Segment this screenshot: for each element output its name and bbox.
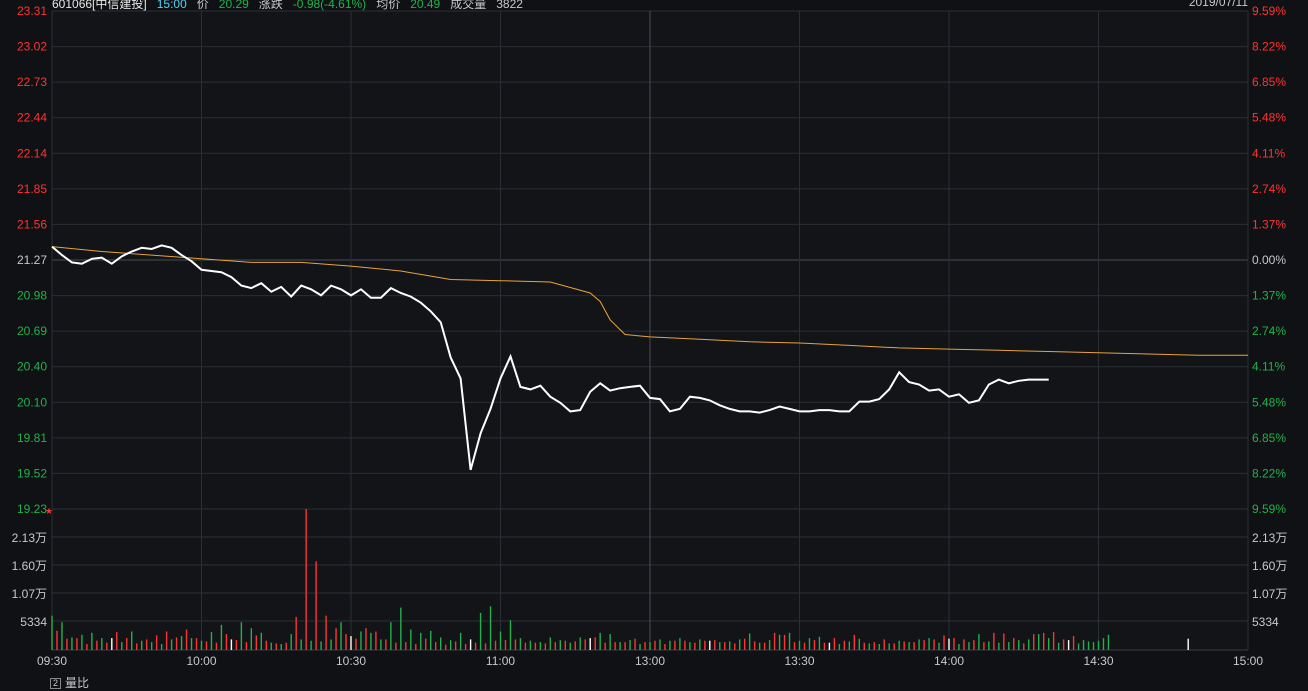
volume-tick-label-right: 5334 [1252,615,1279,629]
price-line [51,244,1049,471]
time-tick-label: 11:00 [486,654,515,668]
change-value: -0.98(-4.61%) [292,0,367,11]
avg-value: 20.49 [410,0,441,11]
percent-tick-label: 5.48% [1252,111,1286,125]
tab-number-icon: 2 [50,678,61,690]
quote-header: 601066[中信建投] 15:00 价 20.29 涨跌 -0.98(-4.61%) 均价… [52,0,533,12]
time-tick-label: 15:00 [1233,654,1263,668]
volume-tick-label-right: 1.07万 [1252,587,1287,601]
volume-axis: 2.13万 2.13万 1.60万 1.60万 1.07万 1.07万 5334 5334 [12,531,1288,629]
time-tick-label: 09:30 [37,654,67,668]
percent-tick-label: 9.59% [1252,4,1286,18]
price-label: 价 [196,0,209,11]
price-tick-label: 20.40 [17,360,47,374]
price-tick-label: 20.10 [17,395,47,409]
price-tick-label: 22.73 [17,75,47,89]
percent-tick-label: 0.00% [1252,253,1286,267]
avg-label: 均价 [376,0,401,11]
percent-tick-label: 9.59% [1252,502,1286,516]
stock-code-name[interactable]: 601066[中信建投] [52,0,147,11]
percent-tick-label: 6.85% [1252,75,1286,89]
percent-tick-label: 1.37% [1252,217,1286,231]
percent-tick-label: 8.22% [1252,40,1286,54]
time-tick-label: 10:00 [186,654,216,668]
quote-time: 15:00 [156,0,187,11]
price-tick-label: 23.31 [17,4,47,18]
volume-value: 3822 [496,0,523,11]
time-tick-label: 13:00 [635,654,665,668]
trade-date: 2019/07/11 [1188,0,1248,9]
change-label: 涨跌 [258,0,283,11]
percent-tick-label: 2.74% [1252,324,1286,338]
price-tick-label: 22.14 [17,146,47,160]
price-tick-label: 19.81 [17,431,47,445]
percent-tick-label: 4.11% [1252,146,1285,160]
price-tick-label: 21.56 [17,217,47,231]
percent-axis: 9.59% 8.22% 6.85% 5.48% 4.11% 2.74% 1.37% 0.00%… [1252,4,1286,516]
price-value: 20.29 [218,0,249,11]
volume-tick-label: 1.07万 [12,587,47,601]
volume-bars [51,509,1189,650]
avg-price-line [51,246,1248,356]
price-tick-label: 21.85 [17,182,47,196]
price-tick-label: 22.44 [17,111,47,125]
volume-tick-label: 1.60万 [12,559,47,573]
time-tick-label: 14:00 [934,654,964,668]
price-tick-label: 19.52 [17,466,47,480]
percent-tick-label: 2.74% [1252,182,1286,196]
time-axis: 09:30 10:00 10:30 11:00 13:00 13:30 14:00 14:30… [37,654,1263,668]
percent-tick-label: 8.22% [1252,466,1286,480]
chart-grid [51,10,1249,651]
price-tick-label: 23.02 [17,40,47,54]
indicator-label: 量比 [65,676,90,690]
time-tick-label: 10:30 [336,654,366,668]
time-tick-label: 14:30 [1083,654,1113,668]
volume-tick-label: 5334 [20,615,47,629]
volume-tick-label-right: 1.60万 [1252,559,1287,573]
price-tick-label: 20.98 [17,289,47,303]
percent-tick-label: 1.37% [1252,289,1286,303]
price-tick-label: 19.23 [17,502,47,516]
volume-tick-label-right: 2.13万 [1252,531,1287,545]
price-tick-label: 21.27 [17,253,47,267]
indicator-tab[interactable]: 2 量比 [50,674,89,691]
limit-star-icon: ★ [45,506,53,516]
percent-tick-label: 5.48% [1252,395,1286,409]
percent-tick-label: 4.11% [1252,360,1285,374]
volume-tick-label: 2.13万 [12,531,47,545]
price-axis: 23.31 23.02 22.73 22.44 22.14 21.85 21.56 21.27… [17,4,47,516]
time-tick-label: 13:30 [784,654,814,668]
price-tick-label: 20.69 [17,324,47,338]
percent-tick-label: 6.85% [1252,431,1286,445]
volume-label: 成交量 [450,0,487,11]
